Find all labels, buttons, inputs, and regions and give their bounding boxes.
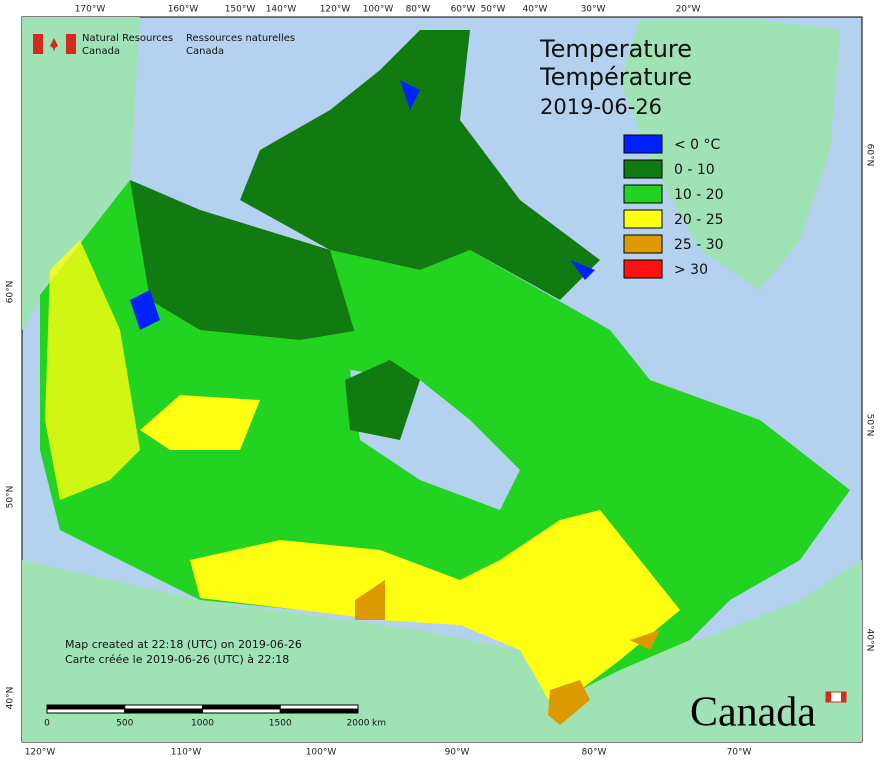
flag-leaf: [50, 38, 58, 52]
scale-label: 500: [116, 719, 133, 729]
flag-right: [66, 34, 76, 54]
scale-segment: [279, 704, 359, 710]
note: Carte créée le 2019-06-26 (UTC) à 22:18: [65, 653, 289, 666]
greenland: [620, 20, 840, 290]
scale-label: 0: [44, 719, 50, 729]
longitude-label: 100°W: [306, 748, 337, 758]
flag-left: [33, 34, 43, 54]
alaska-siberia: [22, 17, 140, 330]
scale-segment: [46, 704, 126, 710]
longitude-label: 160°W: [168, 5, 199, 15]
scale-segment: [202, 708, 281, 714]
legend-label: < 0 °C: [674, 137, 721, 153]
arctic-islands: [240, 30, 600, 300]
scale-segment: [279, 708, 359, 714]
legend-label: > 30: [674, 262, 708, 278]
legend-label: 0 - 10: [674, 162, 715, 178]
longitude-label: 50°W: [481, 5, 506, 15]
legend-swatch: [623, 234, 663, 254]
longitude-label: 60°W: [451, 5, 476, 15]
longitude-label: 20°W: [676, 5, 701, 15]
longitude-label: 80°W: [406, 5, 431, 15]
legend-swatch: [623, 209, 663, 229]
legend-swatch: [623, 259, 663, 279]
longitude-label: 120°W: [320, 5, 351, 15]
usa: [22, 560, 862, 742]
longitude-label: 30°W: [581, 5, 606, 15]
latitude-label: 60°N: [6, 281, 16, 304]
longitude-label: 110°W: [171, 748, 202, 758]
agency-fr: Canada: [186, 46, 224, 57]
scale-label: 2000: [347, 719, 370, 729]
longitude-label: 140°W: [266, 5, 297, 15]
warm-west: [45, 240, 140, 500]
note: Map created at 22:18 (UTC) on 2019-06-26: [65, 638, 302, 651]
agency-en: Canada: [82, 46, 120, 57]
hudson-west: [345, 360, 420, 440]
scale-segment: [124, 708, 203, 714]
legend-swatch: [623, 159, 663, 179]
longitude-label: 80°W: [582, 748, 607, 758]
wordmark-flag: [841, 692, 846, 702]
legend-label: 10 - 20: [674, 187, 724, 203]
scale-label: 1500: [269, 719, 292, 729]
scale-segment: [46, 708, 126, 714]
north-cool: [130, 180, 360, 340]
scale-segment: [202, 704, 281, 710]
longitude-label: 100°W: [363, 5, 394, 15]
wordmark-flag: [826, 692, 831, 702]
agency-fr: Ressources naturelles: [186, 33, 295, 44]
latitude-label: 60°N: [865, 144, 875, 167]
scale-segment: [124, 704, 203, 710]
wordmark: Canada: [690, 690, 816, 736]
longitude-label: 120°W: [25, 748, 56, 758]
legend-label: 20 - 25: [674, 212, 724, 228]
scale-label: 1000: [191, 719, 214, 729]
latitude-label: 40°N: [6, 687, 16, 710]
latitude-label: 50°N: [865, 414, 875, 437]
legend-label: 25 - 30: [674, 237, 724, 253]
longitude-label: 170°W: [75, 5, 106, 15]
longitude-label: 70°W: [727, 748, 752, 758]
nunavut-green: [330, 250, 460, 360]
agency-en: Natural Resources: [82, 33, 173, 44]
title: Température: [539, 63, 692, 91]
latitude-label: 40°N: [865, 629, 875, 652]
legend-swatch: [623, 184, 663, 204]
longitude-label: 90°W: [445, 748, 470, 758]
warm-south: [190, 510, 680, 720]
longitude-label: 150°W: [225, 5, 256, 15]
scale-unit: km: [372, 719, 386, 729]
legend-swatch: [623, 134, 663, 154]
longitude-label: 40°W: [523, 5, 548, 15]
warm-north: [140, 395, 260, 450]
title-date: 2019-06-26: [540, 95, 662, 119]
latitude-label: 50°N: [6, 486, 16, 509]
title: Temperature: [539, 35, 692, 63]
hot-spots: [355, 580, 660, 725]
